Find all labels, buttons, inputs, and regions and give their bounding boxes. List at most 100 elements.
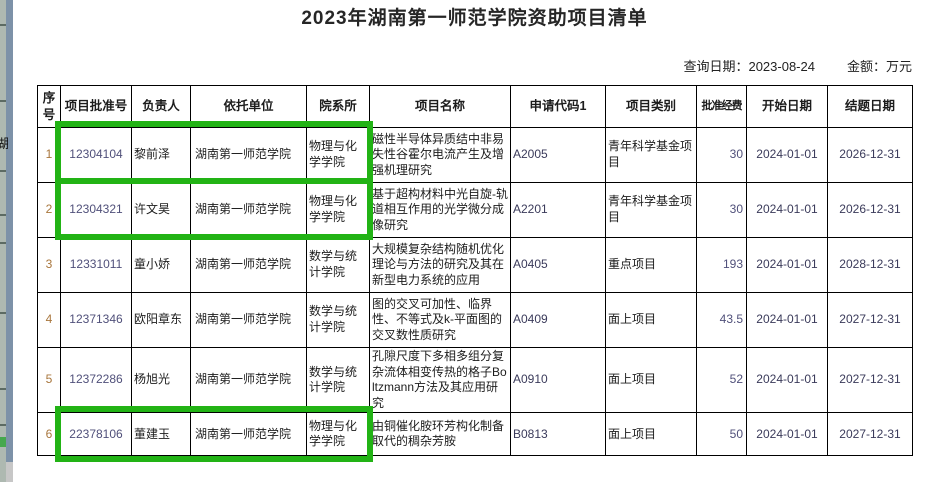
cell-end-date: 2027-12-31 — [827, 346, 913, 414]
column-header-project-title: 项目名称 — [369, 85, 511, 128]
cell-application-code: A0409 — [510, 292, 606, 348]
cell-application-code: B0813 — [510, 412, 606, 457]
cell-pi-name: 黎前泽 — [131, 127, 191, 183]
cell-end-date: 2027-12-31 — [827, 412, 913, 457]
table-body: 1 12304104 黎前泽 湖南第一师范学院 物理与化学学院 磁性半导体异质结中非易失性… — [37, 127, 913, 457]
cell-project-title: 由铜催化胺环芳构化制备取代的稠杂芳胺 — [369, 412, 511, 457]
cell-serial: 5 — [37, 346, 61, 414]
cell-application-code: A0405 — [510, 237, 606, 293]
cell-institution: 湖南第一师范学院 — [190, 182, 307, 238]
page-title: 2023年湖南第一师范学院资助项目清单 — [301, 8, 648, 29]
query-date-value: 2023-08-24 — [748, 59, 815, 74]
cell-end-date: 2027-12-31 — [827, 292, 913, 348]
highlight-box-row-6 — [55, 406, 373, 462]
cell-project-title: 孔隙尺度下多相多组分复杂流体相变传热的格子Boltzmann方法及其应用研究 — [369, 346, 511, 414]
highlight-box-row-2 — [55, 178, 373, 240]
background-window-border-foot — [6, 462, 13, 482]
background-row-line — [0, 100, 6, 102]
column-header-end-date: 结题日期 — [827, 85, 913, 128]
cell-approved-fund: 30 — [696, 182, 747, 238]
cell-application-code: A2201 — [510, 182, 606, 238]
cell-project-category: 青年科学基金项目 — [605, 182, 697, 238]
table-header-row: 序号 项目批准号 负责人 依托单位 院系所 项目名称 申请代码1 项目类别 批准经费 开始日期 结题… — [37, 85, 913, 128]
column-header-institution: 依托单位 — [190, 85, 307, 128]
highlight-box-row-1 — [55, 121, 373, 184]
cell-project-category: 青年科学基金项目 — [605, 127, 697, 183]
background-window-strip: 湖 — [0, 0, 13, 482]
cell-end-date: 2026-12-31 — [827, 127, 913, 183]
cell-project-category: 面上项目 — [605, 346, 697, 414]
cell-start-date: 2024-01-01 — [746, 412, 828, 457]
cell-serial: 3 — [37, 237, 61, 293]
column-header-approved-fund: 批准经费 — [696, 85, 747, 128]
cell-department: 物理与化学学院 — [306, 182, 370, 238]
background-window-border — [6, 0, 13, 462]
column-header-department: 院系所 — [306, 85, 370, 128]
amount-unit-value: 万元 — [885, 59, 912, 74]
cell-approved-fund: 30 — [696, 127, 747, 183]
background-row-line — [0, 424, 6, 426]
cell-project-no: 12371346 — [60, 292, 132, 348]
cell-end-date: 2028-12-31 — [827, 237, 913, 293]
column-header-serial: 序号 — [37, 85, 61, 128]
cell-department: 数学与统计学院 — [306, 292, 370, 348]
cell-project-category: 面上项目 — [605, 412, 697, 457]
cell-project-title: 大规模复杂结构随机优化理论与方法的研究及其在新型电力系统的应用 — [369, 237, 511, 293]
background-row-line — [0, 24, 6, 26]
background-row-line — [0, 312, 6, 314]
column-header-application-code: 申请代码1 — [510, 85, 606, 128]
background-row-line — [0, 388, 6, 390]
cell-project-no: 22378106 — [60, 412, 132, 457]
cell-institution: 湖南第一师范学院 — [190, 237, 307, 293]
background-row-line — [0, 242, 6, 244]
cell-project-category: 面上项目 — [605, 292, 697, 348]
query-date: 查询日期：2023-08-24 — [683, 56, 815, 75]
cell-pi-name: 欧阳章东 — [131, 292, 191, 348]
amount-label: 金额： — [846, 59, 886, 74]
cell-pi-name: 杨旭光 — [131, 346, 191, 414]
cell-approved-fund: 193 — [696, 237, 747, 293]
table-row: 5 12372286 杨旭光 湖南第一师范学院 数学与统计学院 孔隙尺度下多相多组分复杂流… — [37, 346, 913, 414]
cell-project-title: 磁性半导体异质结中非易失性谷霍尔电流产生及增强机理研究 — [369, 127, 511, 183]
meta-line: 查询日期：2023-08-24 金额：万元 — [683, 56, 912, 75]
column-header-start-date: 开始日期 — [746, 85, 828, 128]
cell-department: 数学与统计学院 — [306, 346, 370, 414]
background-green-icon — [0, 437, 6, 447]
background-row-line — [0, 170, 6, 172]
cell-start-date: 2024-01-01 — [746, 127, 828, 183]
cell-start-date: 2024-01-01 — [746, 346, 828, 414]
background-partial-text: 湖 — [0, 136, 8, 151]
table-row: 3 12331011 童小娇 湖南第一师范学院 数学与统计学院 大规模复杂结构随机优化理论… — [37, 237, 913, 293]
cell-institution: 湖南第一师范学院 — [190, 292, 307, 348]
cell-project-title: 图的交叉可加性、临界性、不等式及k-平面图的交叉数性质研究 — [369, 292, 511, 348]
cell-application-code: A0910 — [510, 346, 606, 414]
cell-pi-name: 童小娇 — [131, 237, 191, 293]
cell-institution: 湖南第一师范学院 — [190, 412, 307, 457]
cell-end-date: 2026-12-31 — [827, 182, 913, 238]
projects-table: 序号 项目批准号 负责人 依托单位 院系所 项目名称 申请代码1 项目类别 批准经费 开始日期 结题… — [37, 85, 913, 457]
background-row-line — [0, 214, 6, 216]
cell-project-no: 12372286 — [60, 346, 132, 414]
cell-start-date: 2024-01-01 — [746, 292, 828, 348]
cell-department: 物理与化学学院 — [306, 127, 370, 183]
cell-department: 数学与统计学院 — [306, 237, 370, 293]
cell-project-no: 12331011 — [60, 237, 132, 293]
cell-serial: 4 — [37, 292, 61, 348]
cell-start-date: 2024-01-01 — [746, 237, 828, 293]
cell-project-title: 基于超构材料中光自旋-轨道相互作用的光学微分成像研究 — [369, 182, 511, 238]
cell-application-code: A2005 — [510, 127, 606, 183]
cell-department: 物理与化学学院 — [306, 412, 370, 457]
cell-project-no: 12304104 — [60, 127, 132, 183]
table-row: 2 12304321 许文昊 湖南第一师范学院 物理与化学学院 基于超构材料中光自旋-轨道… — [37, 182, 913, 238]
cell-institution: 湖南第一师范学院 — [190, 346, 307, 414]
cell-start-date: 2024-01-01 — [746, 182, 828, 238]
cell-institution: 湖南第一师范学院 — [190, 127, 307, 183]
query-date-label: 查询日期： — [683, 59, 749, 74]
cell-project-category: 重点项目 — [605, 237, 697, 293]
cell-approved-fund: 43.5 — [696, 292, 747, 348]
cell-approved-fund: 50 — [696, 412, 747, 457]
column-header-project-category: 项目类别 — [605, 85, 697, 128]
cell-approved-fund: 52 — [696, 346, 747, 414]
table-row: 6 22378106 董建玉 湖南第一师范学院 物理与化学学院 由铜催化胺环芳构化制备取代… — [37, 412, 913, 457]
table-row: 4 12371346 欧阳章东 湖南第一师范学院 数学与统计学院 图的交叉可加性、临界性、… — [37, 292, 913, 348]
